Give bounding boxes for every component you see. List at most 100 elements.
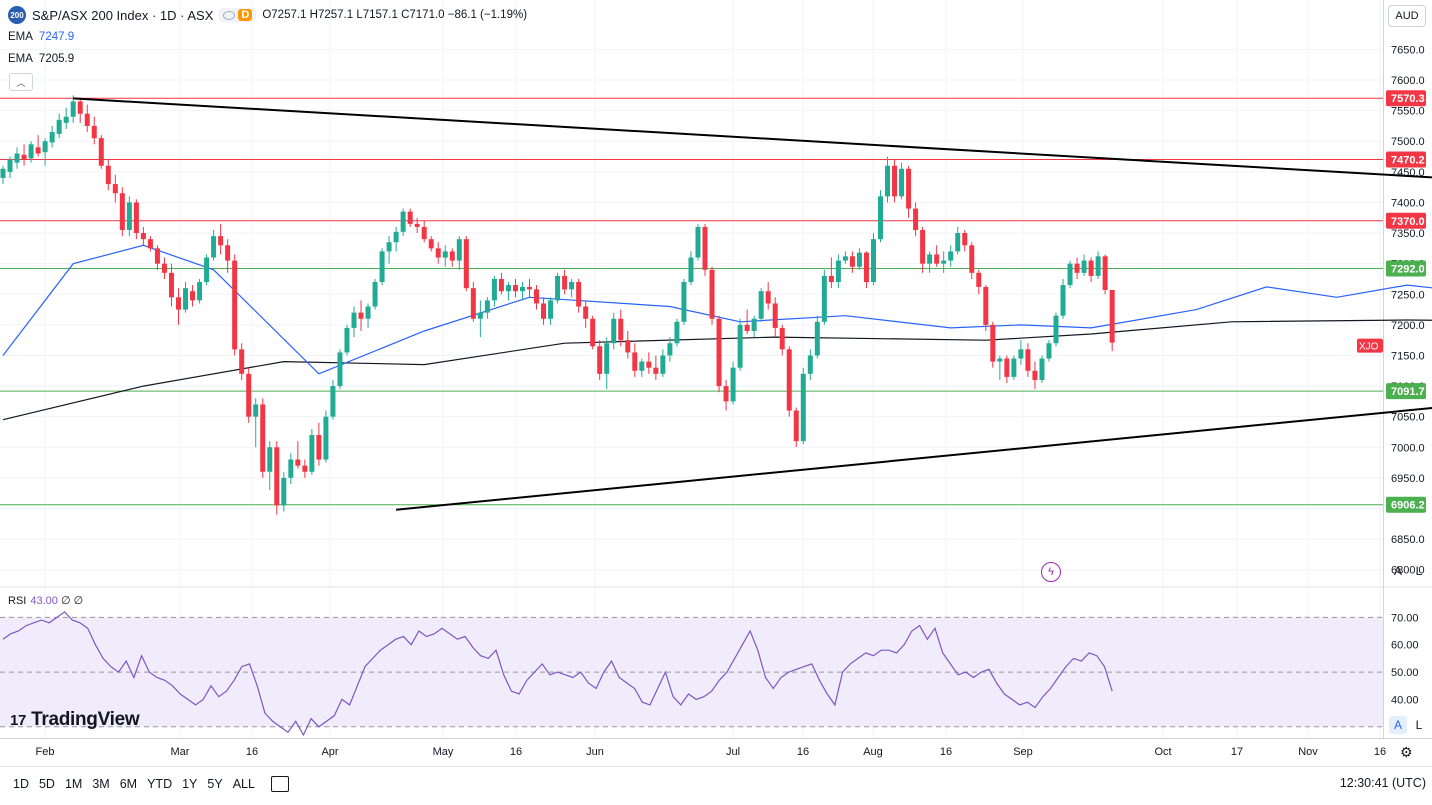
candle-body — [140, 233, 146, 240]
range-1m-button[interactable]: 1M — [64, 777, 83, 791]
candle-body — [0, 168, 6, 178]
candle-body — [632, 352, 638, 371]
candle-body — [1032, 370, 1038, 380]
range-1d-button[interactable]: 1D — [13, 777, 29, 791]
log-scale-button[interactable]: L — [1415, 564, 1423, 578]
ema-slow-legend[interactable]: EMA 7205.9 — [8, 53, 74, 65]
candle-body — [611, 318, 617, 344]
candle-body — [133, 202, 139, 234]
ema-fast-line — [2, 244, 1432, 375]
time-tick-label: Jun — [586, 746, 604, 758]
rsi-tick-label: 40.00 — [1391, 694, 1419, 706]
time-tick-label: Feb — [36, 746, 55, 758]
rsi-tick-label: 70.00 — [1391, 612, 1419, 624]
candle-body — [793, 410, 799, 442]
candle-body — [948, 251, 954, 261]
candle-body — [765, 291, 771, 304]
candle-body — [814, 321, 820, 356]
candle-body — [463, 239, 469, 289]
level-label: 6906.2 — [1391, 500, 1425, 512]
range-3m-button[interactable]: 3M — [92, 777, 110, 791]
candle-body — [646, 361, 652, 368]
range-5y-button[interactable]: 5Y — [207, 777, 223, 791]
candle-body — [1095, 256, 1101, 276]
rsi-tick-label: 50.00 — [1391, 667, 1419, 679]
candle-body — [477, 312, 483, 319]
collapse-legend-button[interactable]: ︿ — [9, 73, 33, 91]
auto-scale-button[interactable]: A — [1393, 564, 1402, 578]
flash-icon[interactable]: ϟ — [1041, 562, 1061, 582]
range-5d-button[interactable]: 5D — [38, 777, 55, 791]
range-all-button[interactable]: ALL — [232, 777, 255, 791]
candle-body — [906, 168, 912, 209]
time-tick-label: 16 — [1374, 746, 1386, 758]
candle-body — [934, 254, 940, 264]
range-1y-button[interactable]: 1Y — [182, 777, 198, 791]
price-tick-label: 7650.0 — [1391, 44, 1425, 56]
candle-body — [1039, 358, 1045, 380]
candle-body — [316, 435, 322, 460]
candle-body — [491, 278, 497, 301]
candle-body — [569, 282, 575, 290]
candle-body — [337, 352, 343, 387]
tradingview-logo[interactable]: 17 TradingView — [10, 709, 140, 731]
candle-body — [105, 165, 111, 185]
candle-body — [969, 245, 975, 273]
symbol-tag-bg — [1357, 338, 1383, 353]
tradingview-logo-icon: 17 — [10, 711, 27, 729]
candle-body — [421, 226, 427, 240]
rsi-log-scale-button[interactable]: L — [1415, 718, 1423, 732]
candle-body — [63, 116, 69, 123]
symbol-title[interactable]: S&P/ASX 200 Index · 1D · ASX — [32, 7, 214, 23]
range-ytd-button[interactable]: YTD — [147, 777, 173, 791]
candle-body — [997, 358, 1003, 362]
candle-body — [21, 154, 27, 160]
candle-body — [1018, 349, 1024, 359]
level-label-bg — [1386, 496, 1426, 513]
candle-body — [154, 248, 160, 264]
candle-body — [1081, 260, 1087, 273]
candle-body — [786, 349, 792, 411]
price-tick-label: 7000.0 — [1391, 442, 1425, 454]
candle-body — [267, 447, 273, 472]
level-label-bg — [1386, 151, 1426, 168]
candle-body — [183, 288, 189, 310]
candle-body — [955, 233, 961, 252]
settings-gear-icon[interactable]: ⚙ — [1400, 744, 1413, 760]
currency-selector[interactable]: AUD — [1388, 5, 1426, 27]
mode-pill[interactable]: D — [219, 8, 257, 22]
candle-body — [702, 226, 708, 270]
candle-body — [1109, 289, 1115, 343]
candle-body — [358, 312, 364, 319]
ema-fast-legend[interactable]: EMA 7247.9 — [8, 31, 74, 43]
range-6m-button[interactable]: 6M — [119, 777, 138, 791]
candle-body — [962, 233, 968, 246]
time-tick-label: May — [433, 746, 454, 758]
rsi-legend[interactable]: RSI 43.00 ∅ ∅ — [8, 594, 83, 607]
level-label-bg — [1386, 90, 1426, 107]
candle-body — [42, 141, 48, 153]
candle-body — [126, 202, 132, 230]
candle-body — [176, 297, 181, 310]
candle-body — [414, 223, 420, 227]
candle-body — [98, 138, 104, 166]
candle-body — [428, 239, 434, 249]
utc-clock[interactable]: 12:30:41 (UTC) — [1339, 776, 1426, 790]
calendar-icon[interactable] — [270, 776, 289, 792]
candle-body — [541, 303, 547, 319]
candle-body — [1004, 358, 1010, 377]
candle-body — [878, 196, 883, 240]
price-tick-label: 7150.0 — [1391, 350, 1425, 362]
price-tick-label: 7600.0 — [1391, 75, 1425, 87]
time-tick-label: 16 — [246, 746, 258, 758]
candle-body — [260, 404, 266, 472]
candle-body — [1025, 349, 1031, 371]
candle-body — [161, 263, 167, 273]
rsi-auto-scale-button[interactable]: A — [1389, 716, 1407, 734]
candle-body — [288, 459, 294, 478]
candle-body — [505, 285, 511, 292]
candle-body — [351, 312, 357, 328]
candle-body — [512, 285, 518, 292]
candle-body — [519, 286, 525, 292]
